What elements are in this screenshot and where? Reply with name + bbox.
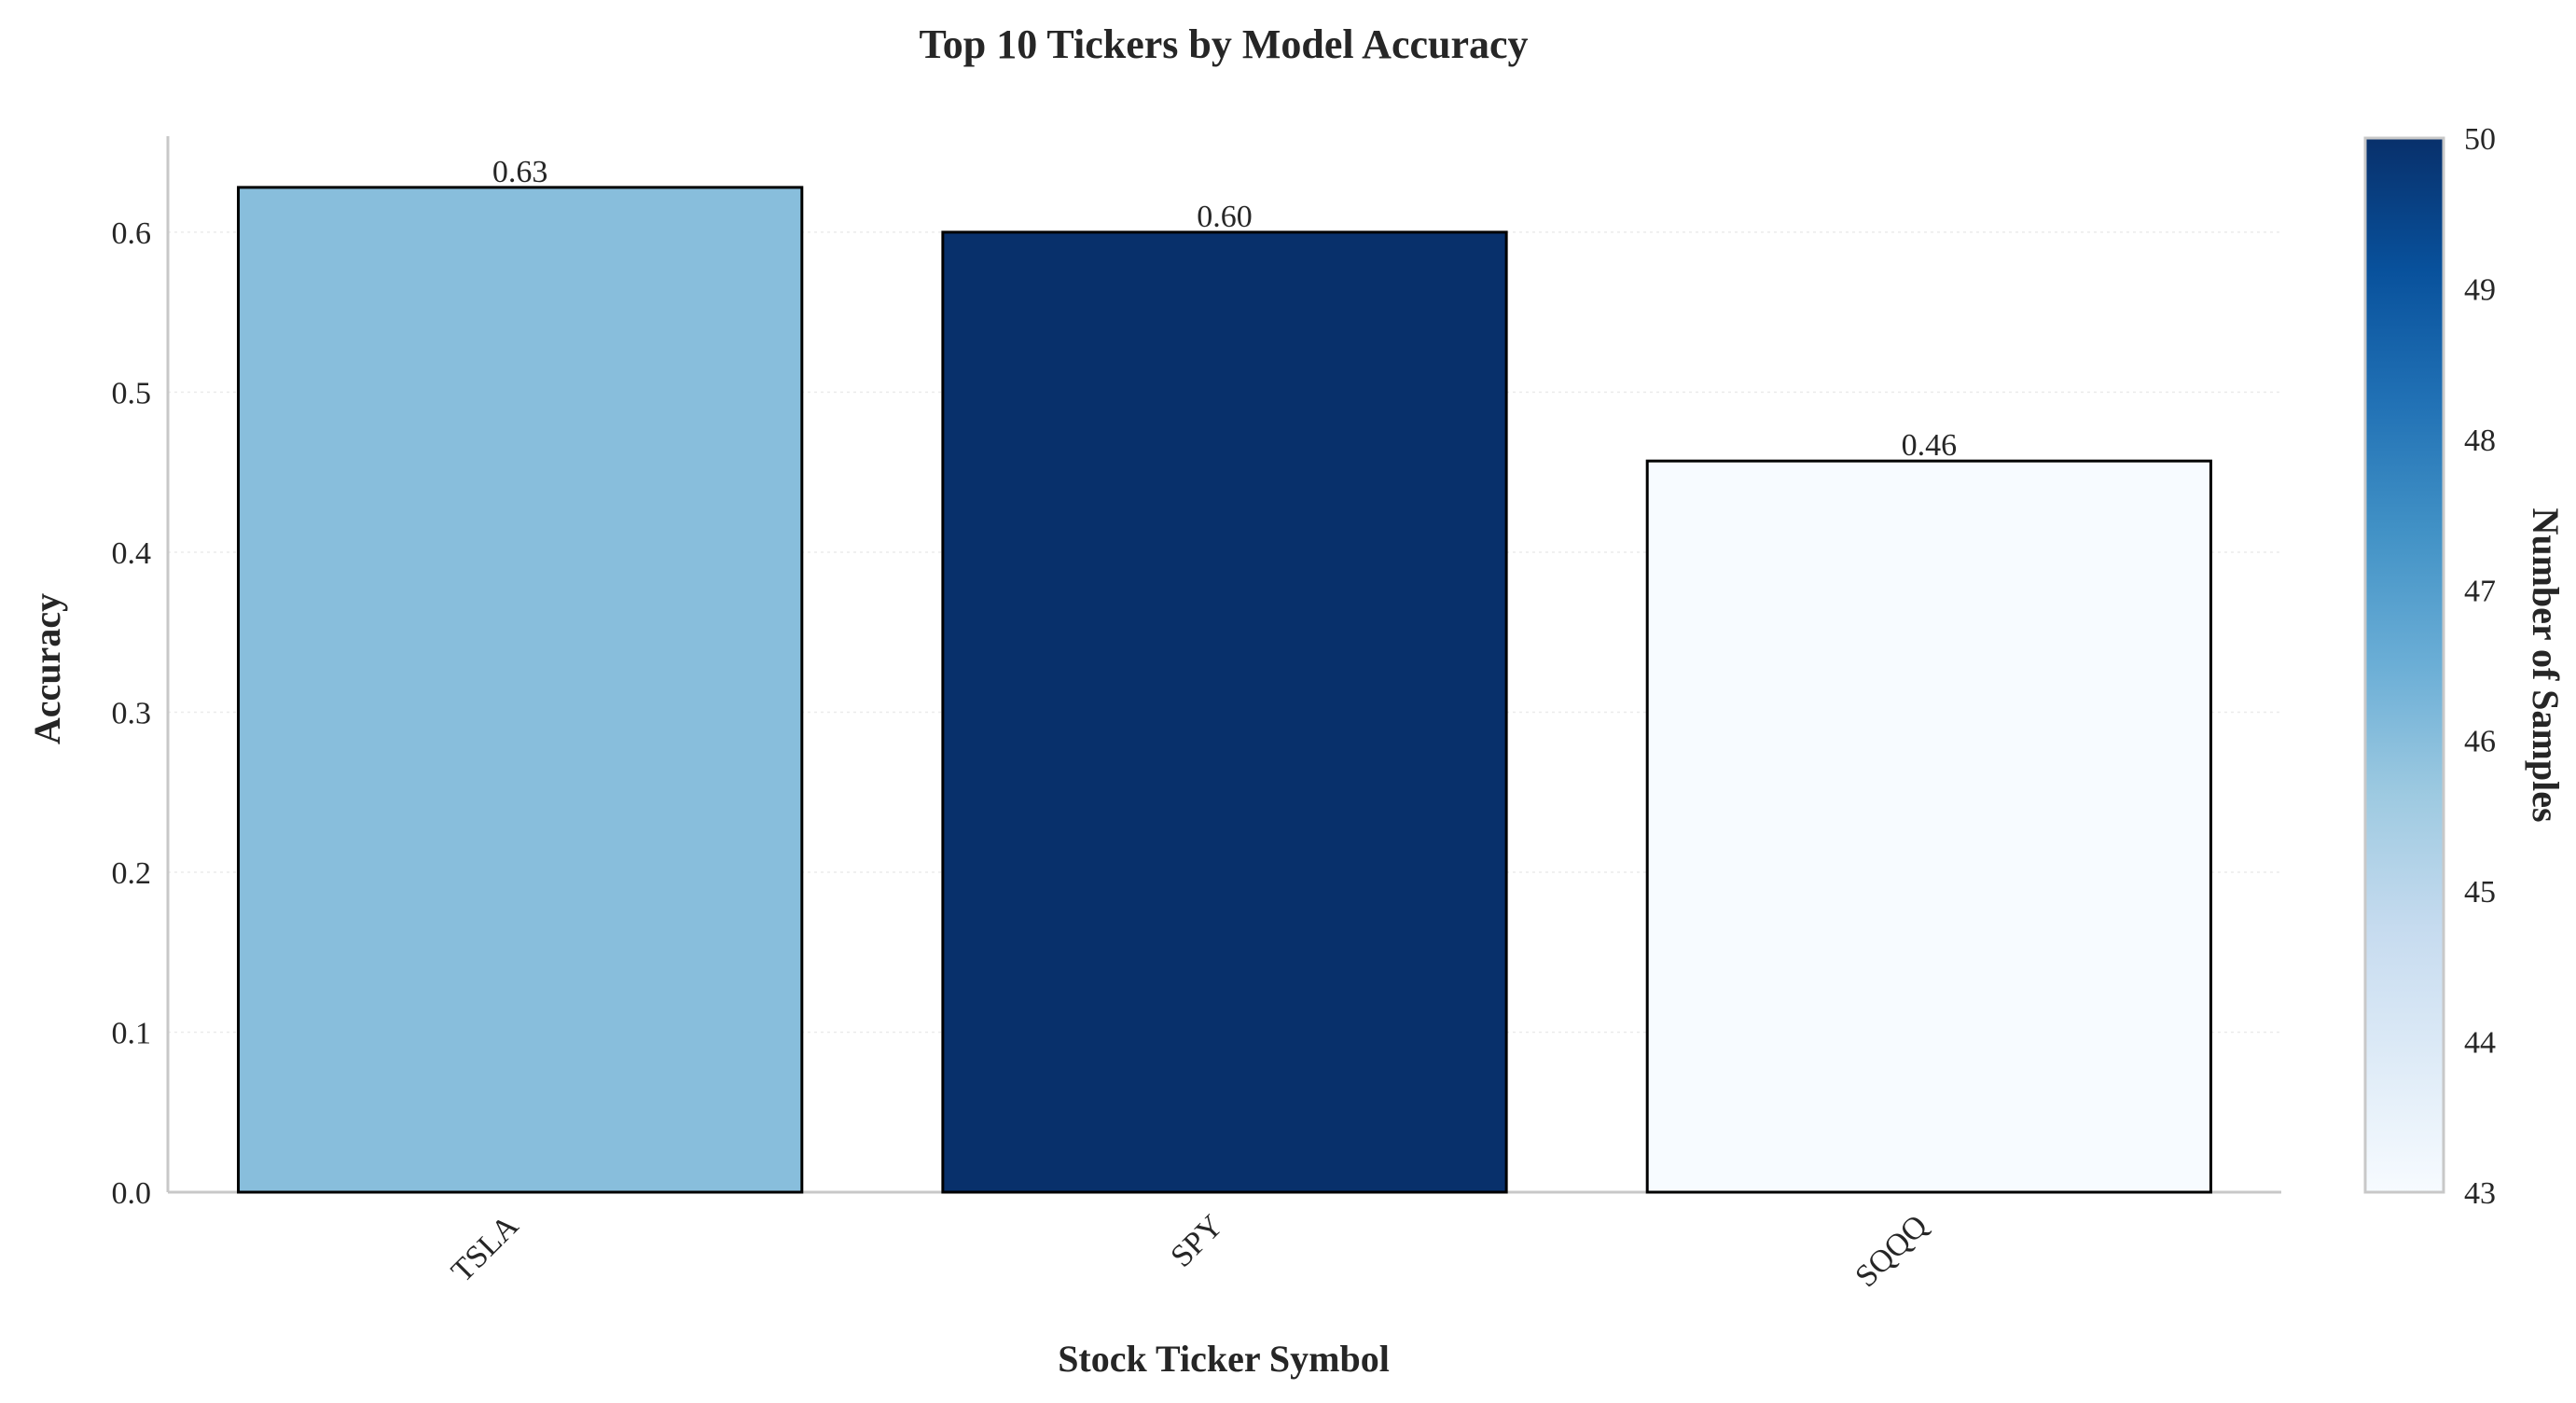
x-tick-label: SQQQ (1849, 1208, 1934, 1294)
colorbar-tick-label: 46 (2464, 725, 2496, 759)
x-tick-label: SPY (1164, 1208, 1229, 1273)
colorbar-tick-label: 43 (2464, 1176, 2496, 1211)
colorbar-tick-label: 49 (2464, 272, 2496, 307)
colorbar-label: Number of Samples (2525, 507, 2567, 822)
chart-title: Top 10 Tickers by Model Accuracy (919, 21, 1528, 67)
bars: 0.63 0.60 0.46 (237, 155, 2212, 1194)
colorbar-tick-label: 47 (2464, 574, 2496, 608)
colorbar-tick-label: 48 (2464, 424, 2496, 458)
colorbar-tick-label: 45 (2464, 875, 2496, 910)
x-tick-label: TSLA (445, 1208, 526, 1289)
y-axis-label: Accuracy (26, 593, 68, 744)
y-tick-label: 0.0 (112, 1176, 152, 1211)
x-axis-ticks: TSLA SPY SQQQ (445, 1208, 1934, 1294)
y-tick-label: 0.6 (112, 216, 152, 251)
bar-value-label: 0.46 (1902, 428, 1958, 463)
x-axis-label: Stock Ticker Symbol (1058, 1338, 1390, 1380)
y-tick-label: 0.5 (112, 376, 152, 410)
bar-tsla (237, 186, 804, 1194)
bar-sqqq (1645, 459, 2212, 1194)
y-tick-label: 0.3 (112, 696, 152, 730)
bar-value-label: 0.63 (492, 155, 548, 189)
y-tick-label: 0.4 (112, 536, 152, 571)
colorbar-tick-label: 44 (2464, 1026, 2496, 1061)
colorbar-gradient (2363, 136, 2445, 1194)
bar-spy (941, 230, 1508, 1194)
y-tick-label: 0.1 (112, 1016, 152, 1050)
colorbar-tick-label: 50 (2464, 122, 2496, 157)
y-tick-label: 0.2 (112, 856, 152, 891)
bar-value-label: 0.60 (1197, 200, 1253, 234)
y-axis-ticks: 0.0 0.1 0.2 0.3 0.4 0.5 0.6 (112, 216, 152, 1211)
colorbar: 43 44 45 46 47 48 49 50 Number of Samples (2363, 122, 2567, 1211)
